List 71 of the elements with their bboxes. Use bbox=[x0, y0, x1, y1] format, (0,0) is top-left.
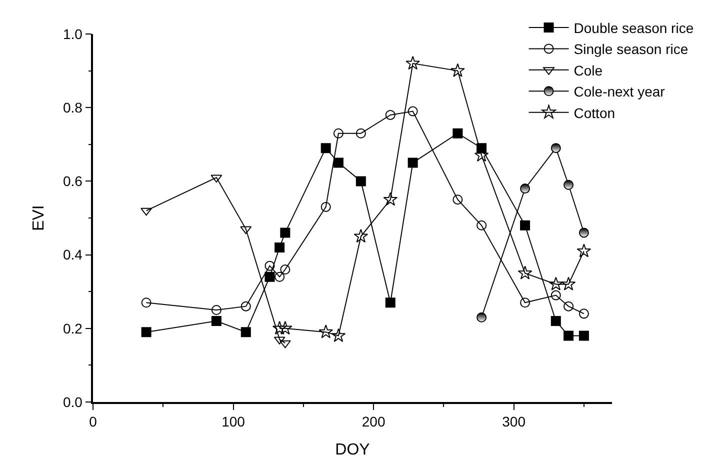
point bbox=[320, 202, 331, 212]
point bbox=[408, 106, 418, 116]
point bbox=[452, 128, 463, 138]
y-tick-label: 0.8 bbox=[62, 100, 83, 116]
point bbox=[385, 298, 396, 308]
point bbox=[550, 290, 561, 300]
point bbox=[408, 158, 418, 168]
y-tick-label: 0.2 bbox=[62, 320, 83, 336]
point bbox=[141, 327, 152, 338]
point bbox=[211, 316, 222, 326]
point bbox=[211, 305, 222, 315]
point bbox=[318, 324, 334, 338]
point bbox=[385, 110, 396, 120]
y-tick-label: 1.0 bbox=[62, 26, 83, 42]
point bbox=[550, 316, 561, 326]
point bbox=[333, 158, 344, 168]
point bbox=[140, 208, 152, 216]
point bbox=[450, 63, 465, 77]
point bbox=[278, 320, 292, 335]
point bbox=[333, 128, 344, 138]
point bbox=[331, 328, 346, 342]
point bbox=[210, 174, 222, 183]
point bbox=[520, 220, 530, 230]
point bbox=[564, 330, 574, 341]
point bbox=[452, 194, 463, 205]
point bbox=[564, 180, 574, 190]
point bbox=[280, 228, 290, 238]
point bbox=[280, 264, 290, 275]
point bbox=[274, 242, 285, 252]
point bbox=[274, 272, 285, 282]
point bbox=[279, 340, 291, 348]
x-tick-label: 100 bbox=[222, 414, 246, 430]
point bbox=[561, 276, 576, 290]
y-tick-label: 0.6 bbox=[62, 173, 83, 190]
point bbox=[240, 226, 252, 234]
x-axis-title: DOY bbox=[335, 442, 370, 459]
legend-label: Double season rice bbox=[574, 20, 694, 36]
point bbox=[578, 330, 589, 341]
y-tick-label: 0.0 bbox=[62, 394, 83, 410]
x-tick-label: 0 bbox=[89, 414, 98, 430]
legend-label: Cole-next year bbox=[574, 84, 666, 100]
point bbox=[240, 327, 251, 338]
point bbox=[564, 301, 574, 312]
point bbox=[320, 143, 331, 154]
y-axis-title: EVI bbox=[30, 205, 48, 231]
point bbox=[141, 298, 152, 308]
point bbox=[476, 220, 487, 230]
point bbox=[264, 272, 275, 282]
point bbox=[356, 128, 366, 138]
point bbox=[518, 266, 532, 280]
point bbox=[383, 192, 398, 206]
point bbox=[578, 228, 589, 238]
point bbox=[264, 260, 275, 271]
point bbox=[520, 184, 530, 194]
point bbox=[550, 143, 561, 154]
x-tick-label: 300 bbox=[502, 414, 526, 430]
legend-label: Cole bbox=[574, 62, 603, 78]
point bbox=[406, 56, 420, 70]
x-tick-label: 200 bbox=[362, 414, 386, 430]
point bbox=[578, 308, 589, 319]
y-tick-label: 0.4 bbox=[62, 246, 83, 263]
point bbox=[240, 301, 251, 312]
point bbox=[548, 276, 564, 290]
legend-label: Single season rice bbox=[574, 41, 688, 58]
point bbox=[356, 176, 366, 186]
point bbox=[354, 228, 368, 243]
point bbox=[272, 320, 287, 335]
point bbox=[576, 244, 592, 258]
point bbox=[476, 312, 487, 322]
legend-label: Cotton bbox=[574, 104, 616, 121]
point bbox=[520, 298, 530, 308]
